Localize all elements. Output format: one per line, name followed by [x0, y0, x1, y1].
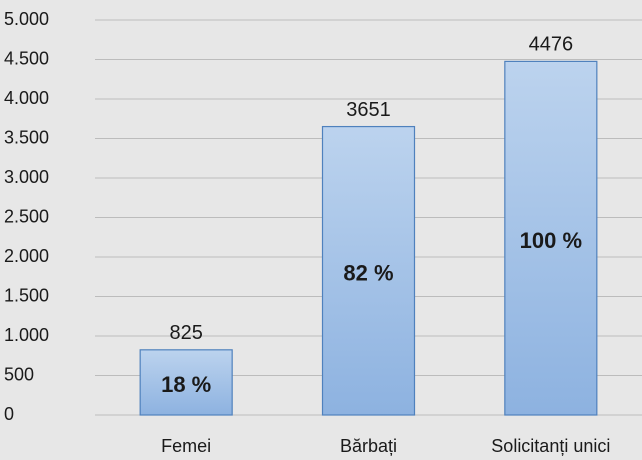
x-tick-label: Femei [161, 436, 211, 456]
bar-annotation: 100 % [520, 228, 582, 253]
x-tick-label: Solicitanți unici [491, 436, 610, 456]
x-tick-label: Bărbați [340, 436, 397, 456]
value-label: 825 [169, 322, 202, 344]
y-tick-label: 3.500 [4, 127, 49, 147]
y-tick-label: 2.000 [4, 246, 49, 266]
bar-annotation: 18 % [161, 372, 211, 397]
bar-annotation: 82 % [343, 261, 393, 286]
bar [139, 349, 233, 416]
y-tick-label: 0 [4, 404, 14, 424]
value-label: 3651 [346, 99, 391, 121]
y-tick-label: 5.000 [4, 9, 49, 29]
y-tick-label: 3.000 [4, 167, 49, 187]
value-label: 4476 [529, 34, 574, 56]
y-tick-label: 1.000 [4, 325, 49, 345]
y-tick-label: 4.000 [4, 88, 49, 108]
y-tick-label: 2.500 [4, 206, 49, 226]
y-tick-label: 500 [4, 364, 34, 384]
y-tick-label: 1.500 [4, 285, 49, 305]
bar [504, 60, 598, 416]
y-tick-label: 4.500 [4, 48, 49, 68]
bar [321, 125, 416, 416]
